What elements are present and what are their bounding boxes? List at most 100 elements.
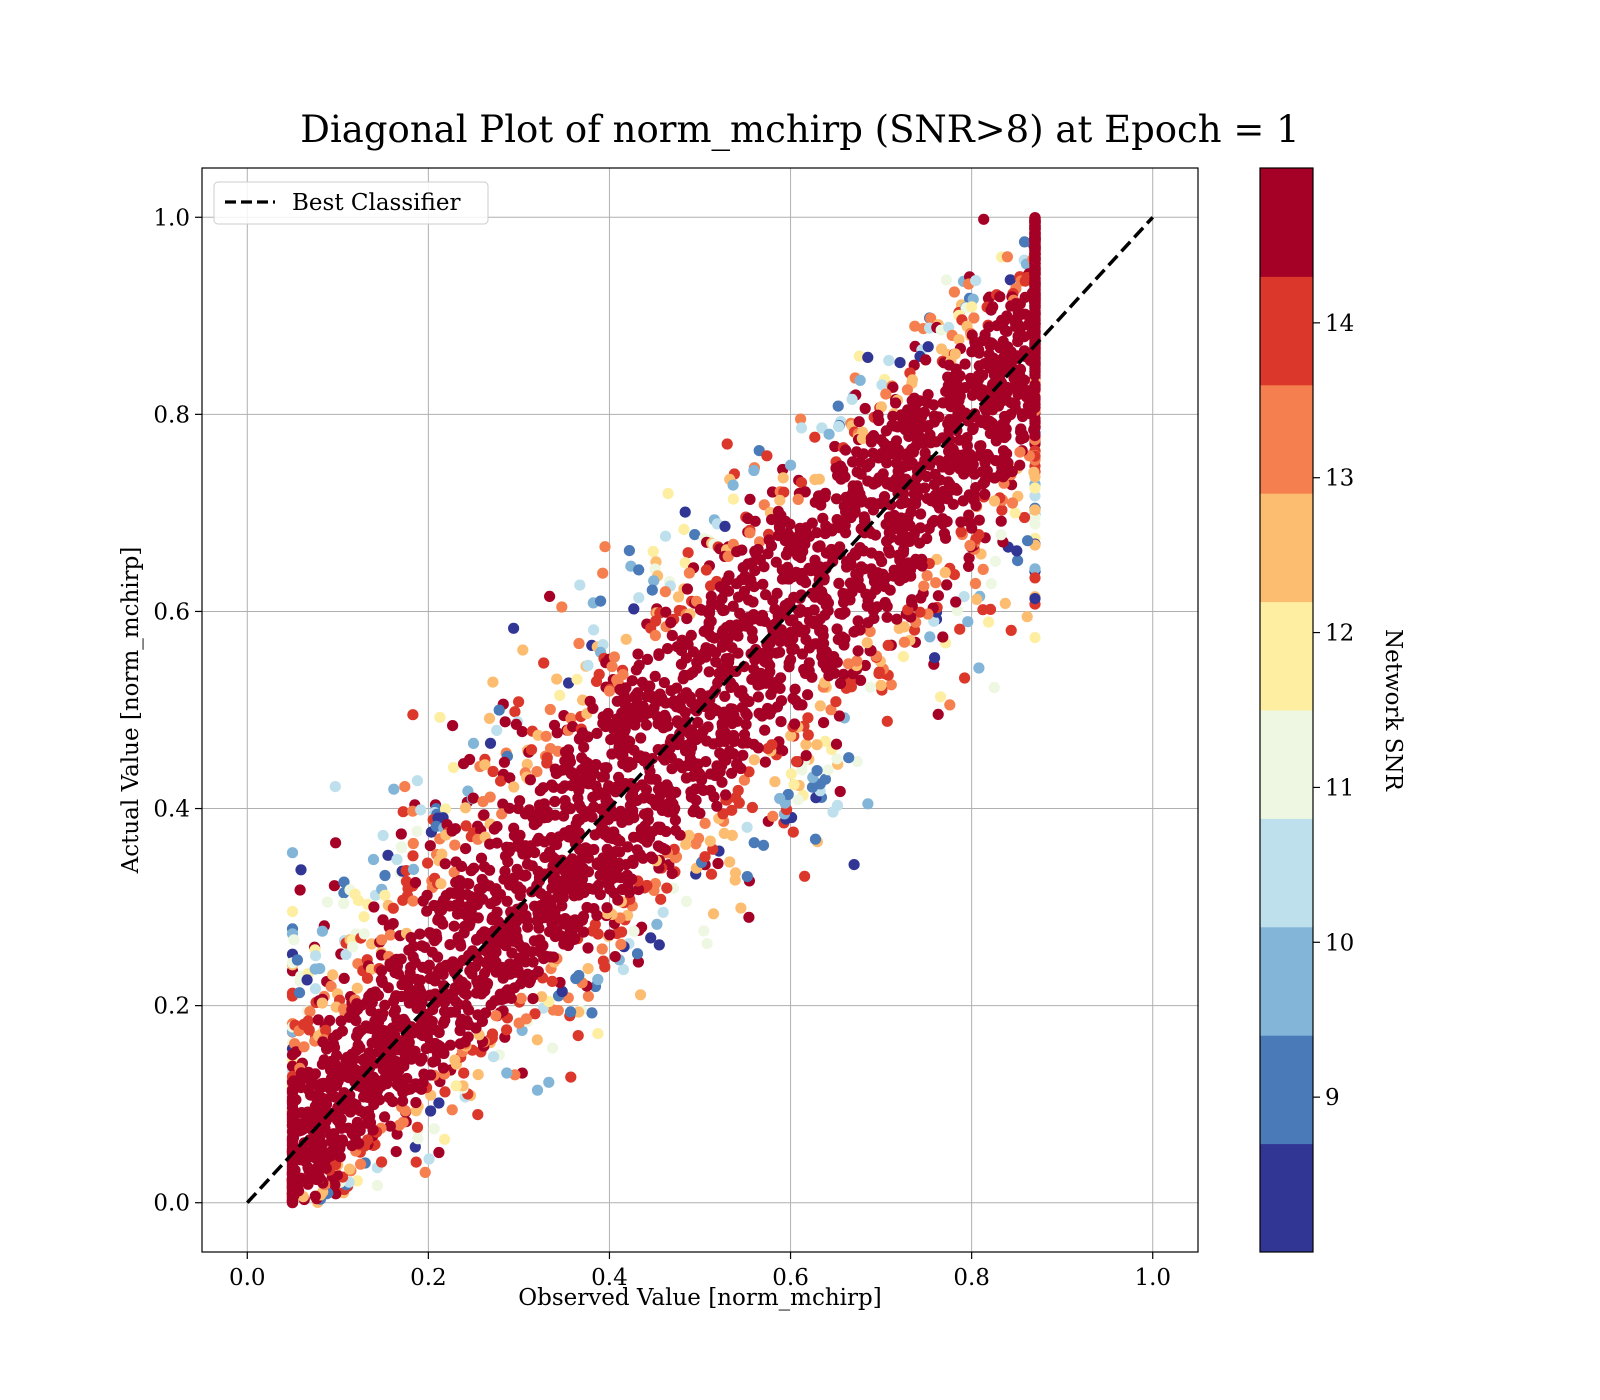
scatter-point bbox=[439, 1086, 451, 1098]
scatter-point bbox=[915, 411, 928, 423]
scatter-point bbox=[716, 641, 728, 653]
scatter-point bbox=[963, 560, 975, 573]
scatter-point bbox=[848, 859, 860, 871]
scatter-point bbox=[761, 450, 773, 462]
scatter-point bbox=[665, 616, 677, 629]
scatter-point bbox=[814, 700, 826, 712]
scatter-point bbox=[1004, 274, 1016, 286]
scatter-point bbox=[955, 516, 967, 528]
scatter-point bbox=[989, 555, 1002, 567]
scatter-point bbox=[977, 563, 989, 576]
scatter-point bbox=[834, 677, 847, 690]
scatter-point bbox=[368, 901, 380, 913]
scatter-point bbox=[573, 969, 585, 982]
scatter-point bbox=[822, 764, 834, 776]
scatter-point bbox=[391, 853, 403, 866]
scatter-point bbox=[331, 1079, 343, 1091]
scatter-point bbox=[849, 547, 861, 559]
scatter-point bbox=[681, 739, 693, 752]
scatter-point bbox=[977, 604, 989, 616]
scatter-point bbox=[741, 871, 753, 883]
plot-area: 0.0 0.2 0.4 0.6 0.8 1.0 0.0 0.2 0.4 0.6 0.8 1.0 bbox=[153, 167, 1199, 1291]
scatter-point bbox=[842, 658, 855, 670]
scatter-point bbox=[859, 402, 871, 415]
scatter-point bbox=[1029, 504, 1041, 516]
scatter-point bbox=[504, 772, 516, 784]
scatter-point bbox=[587, 702, 599, 715]
scatter-point bbox=[449, 823, 461, 835]
scatter-point bbox=[930, 577, 942, 589]
scatter-point bbox=[537, 782, 549, 794]
scatter-point bbox=[744, 493, 756, 505]
scatter-point bbox=[922, 341, 934, 353]
scatter-point bbox=[491, 837, 503, 849]
scatter-point bbox=[329, 1091, 341, 1103]
scatter-point bbox=[714, 747, 726, 759]
scatter-point bbox=[701, 938, 713, 950]
colorbar-label: Network SNR bbox=[1380, 629, 1406, 792]
y-tick-label: 1.0 bbox=[153, 205, 190, 231]
scatter-point bbox=[472, 1069, 484, 1081]
scatter-point bbox=[634, 989, 647, 1001]
scatter-point bbox=[759, 756, 772, 768]
scatter-point bbox=[382, 982, 394, 994]
scatter-point bbox=[648, 702, 660, 714]
scatter-point bbox=[784, 597, 796, 610]
scatter-point bbox=[939, 566, 951, 579]
scatter-point bbox=[832, 400, 844, 412]
scatter-point bbox=[549, 809, 561, 821]
scatter-point bbox=[547, 1004, 559, 1016]
scatter-point bbox=[970, 275, 982, 287]
colorbar-tick-label: 11 bbox=[1325, 775, 1354, 801]
scatter-point bbox=[748, 754, 760, 766]
scatter-point bbox=[344, 1163, 356, 1175]
scatter-point bbox=[325, 980, 337, 993]
scatter-point bbox=[582, 659, 594, 672]
scatter-point bbox=[881, 457, 893, 469]
scatter-point bbox=[787, 692, 799, 705]
scatter-point bbox=[862, 351, 874, 363]
scatter-point bbox=[515, 952, 527, 964]
scatter-point bbox=[767, 595, 779, 607]
scatter-point bbox=[775, 716, 787, 728]
scatter-point bbox=[811, 765, 823, 777]
scatter-point bbox=[439, 803, 452, 815]
scatter-point bbox=[1019, 275, 1031, 287]
scatter-point bbox=[748, 663, 760, 675]
scatter-point bbox=[855, 468, 867, 480]
scatter-point bbox=[479, 967, 491, 980]
scatter-point bbox=[731, 758, 743, 770]
scatter-point bbox=[872, 452, 885, 464]
scatter-point bbox=[549, 795, 561, 808]
scatter-point bbox=[527, 993, 539, 1005]
scatter-point bbox=[558, 810, 570, 822]
scatter-point bbox=[635, 732, 647, 744]
x-axis-label: Observed Value [norm_mchirp] bbox=[518, 1285, 881, 1311]
scatter-point bbox=[513, 696, 525, 708]
scatter-point bbox=[407, 837, 419, 850]
scatter-point bbox=[487, 765, 499, 778]
scatter-point bbox=[597, 567, 609, 579]
scatter-point bbox=[653, 939, 665, 951]
scatter-point bbox=[925, 312, 937, 324]
scatter-point bbox=[787, 571, 799, 583]
scatter-point bbox=[1028, 466, 1040, 478]
scatter-point bbox=[347, 941, 359, 953]
scatter-point bbox=[338, 972, 350, 985]
scatter-point bbox=[628, 831, 640, 843]
scatter-point bbox=[649, 670, 661, 683]
scatter-point bbox=[617, 964, 630, 976]
x-tick-label: 0.2 bbox=[410, 1265, 447, 1291]
scatter-point bbox=[630, 664, 643, 676]
scatter-point bbox=[834, 607, 846, 620]
scatter-point bbox=[735, 902, 747, 914]
scatter-point bbox=[417, 895, 429, 907]
scatter-point bbox=[610, 846, 622, 858]
scatter-point bbox=[624, 799, 637, 812]
scatter-point bbox=[399, 781, 411, 793]
scatter-point bbox=[626, 675, 638, 687]
scatter-point bbox=[414, 928, 426, 940]
scatter-point bbox=[973, 529, 985, 541]
scatter-point bbox=[524, 774, 537, 786]
scatter-point bbox=[615, 938, 627, 951]
